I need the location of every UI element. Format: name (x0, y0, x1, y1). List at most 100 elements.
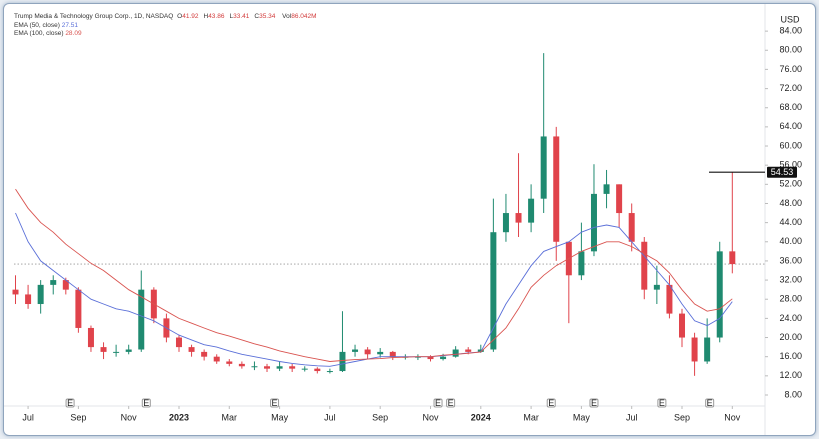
ohlc-value: 41.92 (182, 13, 199, 20)
candle-body (301, 368, 308, 370)
chart: USD 8.00 12.00 16.00 20.00 24.00 28.00 32.00 36.… (4, 4, 802, 435)
candle-body (590, 193, 597, 252)
x-tick-label: Jul (324, 412, 336, 422)
earnings-marker (141, 398, 151, 408)
y-tick-label: 12.00 (779, 370, 802, 380)
candle-body (226, 361, 233, 364)
candle-body (37, 284, 44, 305)
x-tick-label: 2023 (169, 412, 189, 422)
candle-body (691, 337, 698, 362)
candle-body (603, 184, 610, 194)
ohlc-label: O (177, 13, 183, 20)
ohlc: O41.92 H43.86 L33.41 C35.34 (175, 13, 278, 20)
earnings-marker (446, 398, 456, 408)
candle-body (465, 349, 472, 352)
earnings-marker (589, 398, 599, 408)
candle-body (12, 289, 19, 295)
earnings-label: E (435, 398, 441, 408)
candle-body (364, 349, 371, 355)
earnings-label: E (548, 398, 554, 408)
earnings-marker (657, 398, 667, 408)
earnings-label: E (707, 398, 713, 408)
earnings-marker (705, 398, 715, 408)
ohlc-value: 33.41 (233, 13, 250, 20)
x-tick-label: Nov (724, 412, 741, 422)
candle-body (188, 347, 195, 352)
y-tick-label: 84.00 (779, 25, 802, 35)
y-tick-label: 72.00 (779, 83, 802, 93)
candle-body (389, 351, 396, 357)
ohlc-label: C (254, 13, 260, 20)
ohlc-label: L (229, 13, 234, 20)
x-tick-label: Mar (222, 412, 238, 422)
ema-value: 27.51 (61, 21, 78, 29)
earnings-marker (65, 398, 75, 408)
ohlc-label: H (203, 13, 209, 20)
y-tick-label: 40.00 (779, 236, 802, 246)
ema-name: EMA (50, close) (14, 21, 60, 29)
earnings-marker (546, 398, 556, 408)
ema-line (15, 212, 733, 367)
candle-body (515, 213, 522, 223)
candle-body (289, 366, 296, 369)
earnings-label: E (448, 398, 454, 408)
x-tick-label: Nov (121, 412, 138, 422)
candle-body (25, 294, 32, 305)
y-tick-label: 48.00 (779, 198, 802, 208)
earnings-label: E (67, 398, 73, 408)
candle-body (238, 363, 245, 367)
y-tick-label: 64.00 (779, 121, 802, 131)
candle-body (87, 327, 94, 348)
candle-body (628, 213, 635, 242)
candle-body (427, 356, 434, 360)
x-tick-label: Sep (372, 412, 388, 422)
ema-name: EMA (100, close) (14, 30, 64, 37)
candle-body (578, 251, 585, 276)
ohlc-value: 43.86 (208, 13, 225, 20)
x-tick-label: Nov (422, 412, 439, 422)
legend: Trump Media & Technology Group Corp., 1D… (14, 13, 320, 39)
ema-row: EMA (50, close) 27.51 (14, 22, 320, 31)
candle-body (201, 351, 208, 357)
candle-body (175, 337, 182, 348)
candle-body (125, 349, 132, 352)
candle-body (62, 280, 69, 290)
candle-body (704, 337, 711, 362)
candle-body (477, 349, 484, 352)
candle-body (314, 368, 321, 372)
candle-body (113, 351, 120, 353)
volume-label: Vol (282, 13, 292, 20)
candle-body (440, 356, 447, 360)
candle-body (213, 356, 220, 362)
y-tick-label: 24.00 (779, 313, 802, 323)
candle-body (326, 371, 333, 373)
y-tick-label: 80.00 (779, 45, 802, 55)
candle-body (729, 251, 736, 265)
candle-body (50, 280, 57, 285)
candle-body (616, 184, 623, 214)
price-marker-label: 54.53 (771, 167, 794, 177)
candle-body (452, 349, 459, 357)
candle-body (502, 213, 509, 233)
candle-body (377, 351, 384, 355)
ema-line (15, 188, 733, 362)
candle-body (100, 347, 107, 352)
earnings-marker (270, 398, 280, 408)
x-tick-label: 2024 (471, 412, 491, 422)
candle-body (528, 198, 535, 223)
y-tick-label: 76.00 (779, 64, 802, 74)
candle-body (679, 313, 686, 338)
candle-body (641, 241, 648, 290)
chart-window: USD 8.00 12.00 16.00 20.00 24.00 28.00 32.00 36.… (3, 3, 816, 436)
ema-value: 28.09 (65, 30, 82, 37)
candle-body (138, 289, 145, 350)
symbol-row: Trump Media & Technology Group Corp., 1D… (14, 13, 320, 22)
volume-value: 86.042M (291, 13, 317, 20)
y-tick-label: 68.00 (779, 102, 802, 112)
candle-body (666, 284, 673, 314)
candle-body (339, 351, 346, 372)
price-marker-box (767, 166, 797, 178)
x-tick-label: Sep (70, 412, 86, 422)
earnings-label: E (143, 398, 149, 408)
earnings-marker (433, 398, 443, 408)
